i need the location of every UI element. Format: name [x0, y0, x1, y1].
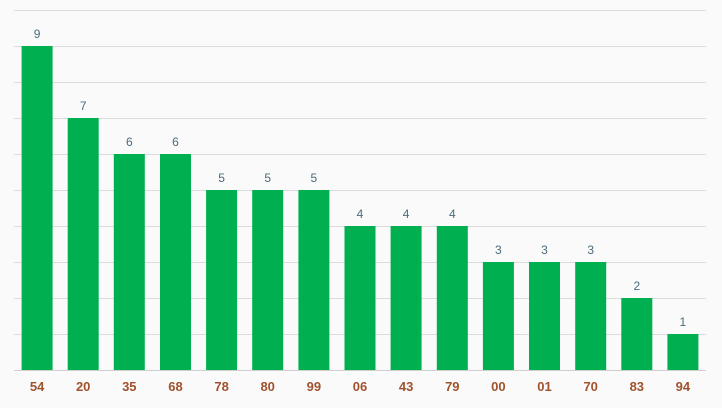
x-tick-label: 78 — [214, 379, 228, 394]
bar-94 — [667, 334, 699, 370]
x-tick-label: 06 — [353, 379, 367, 394]
data-label-20: 7 — [80, 99, 87, 113]
data-label-01: 3 — [541, 243, 548, 257]
x-tick-label: 35 — [122, 379, 136, 394]
data-label-99: 5 — [311, 171, 318, 185]
x-tick-label: 20 — [76, 379, 90, 394]
bar-06 — [344, 226, 376, 370]
bars — [21, 46, 699, 370]
x-tick-label: 80 — [260, 379, 274, 394]
x-tick-label: 79 — [445, 379, 459, 394]
data-label-79: 4 — [449, 207, 456, 221]
bar-78 — [206, 190, 238, 370]
bar-68 — [160, 154, 191, 370]
data-label-06: 4 — [357, 207, 364, 221]
x-tick-label: 68 — [168, 379, 182, 394]
bar-01 — [529, 262, 560, 370]
data-label-94: 1 — [680, 315, 687, 329]
data-label-78: 5 — [218, 171, 225, 185]
x-tick-label: 83 — [630, 379, 644, 394]
data-label-54: 9 — [34, 27, 41, 41]
data-label-70: 3 — [587, 243, 594, 257]
bar-79 — [436, 226, 468, 370]
bar-80 — [252, 190, 284, 370]
x-axis-tick-labels: 54 20 35 68 78 80 99 06 43 79 00 01 70 83 94 — [30, 379, 691, 394]
bar-83 — [621, 298, 653, 370]
data-labels: 9 7 6 6 5 5 5 4 4 4 3 3 3 2 1 — [34, 27, 687, 329]
bar-99 — [298, 190, 330, 370]
x-tick-label: 00 — [491, 379, 505, 394]
bar-70 — [575, 262, 607, 370]
x-tick-label: 99 — [307, 379, 321, 394]
bar-20 — [67, 118, 99, 370]
x-tick-label: 70 — [583, 379, 597, 394]
x-tick-label: 43 — [399, 379, 413, 394]
data-label-43: 4 — [403, 207, 410, 221]
data-label-80: 5 — [264, 171, 271, 185]
data-label-83: 2 — [633, 279, 640, 293]
x-tick-label: 94 — [676, 379, 691, 394]
data-label-00: 3 — [495, 243, 502, 257]
bar-00 — [482, 262, 514, 370]
bar-54 — [21, 46, 53, 370]
x-tick-label: 54 — [30, 379, 45, 394]
bar-35 — [113, 154, 145, 370]
data-label-68: 6 — [172, 135, 179, 149]
bar-43 — [390, 226, 422, 370]
x-tick-label: 01 — [537, 379, 551, 394]
data-label-35: 6 — [126, 135, 133, 149]
